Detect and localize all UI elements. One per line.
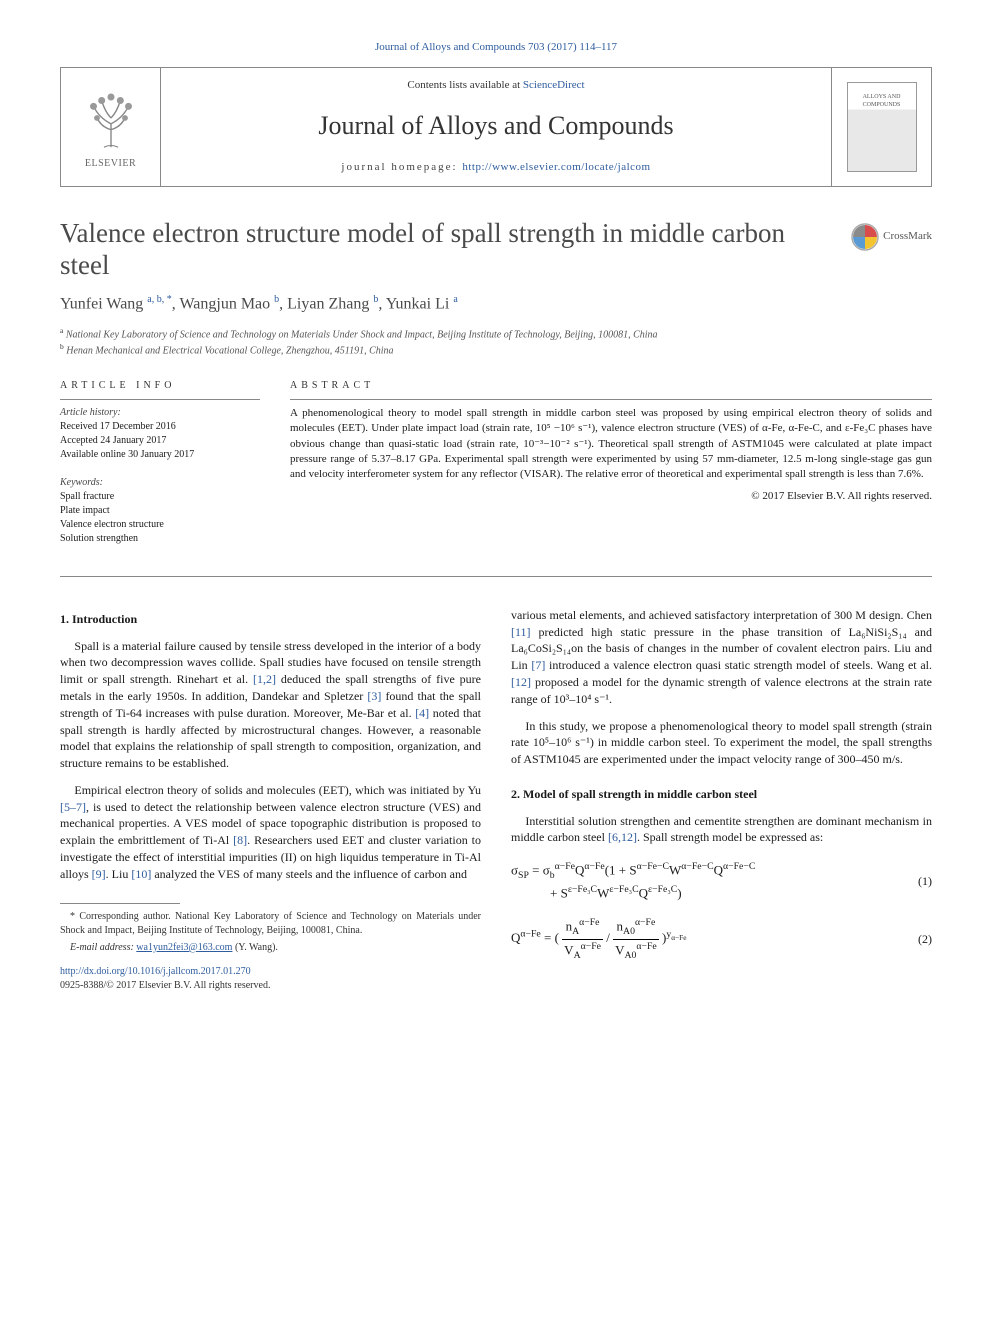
sciencedirect-link[interactable]: ScienceDirect (523, 79, 585, 91)
contents-line: Contents lists available at ScienceDirec… (181, 78, 811, 93)
equation-2-number: (2) (902, 931, 932, 948)
section-divider (60, 576, 932, 577)
abstract-body: A phenomenological theory to model spall… (290, 399, 932, 504)
abstract-heading: ABSTRACT (290, 379, 932, 393)
journal-cover-thumb: ALLOYS AND COMPOUNDS (847, 82, 917, 172)
affiliations: a National Key Laboratory of Science and… (60, 326, 932, 359)
equation-2: Qα−Fe = ( nAα−FeVAα−Fe / nA0α−FeVA0α−Fe … (511, 916, 932, 962)
abstract-copyright: © 2017 Elsevier B.V. All rights reserved… (290, 489, 932, 504)
homepage-line: journal homepage: http://www.elsevier.co… (181, 160, 811, 175)
journal-title: Journal of Alloys and Compounds (181, 108, 811, 144)
intro-p1: Spall is a material failure caused by te… (60, 638, 481, 772)
elsevier-tree-icon (76, 83, 146, 153)
doi-block: http://dx.doi.org/10.1016/j.jallcom.2017… (60, 965, 481, 993)
publisher-logo-box: ELSEVIER (61, 68, 161, 185)
intro-p2-cont: various metal elements, and achieved sat… (511, 607, 932, 708)
equation-1: σSP = σbα−FeQα−Fe(1 + Sα−Fe−CWα−Fe−CQα−F… (511, 860, 932, 902)
keyword: Plate impact (60, 504, 260, 518)
accepted-date: Accepted 24 January 2017 (60, 434, 260, 448)
equation-1-number: (1) (902, 873, 932, 890)
keyword: Valence electron structure (60, 518, 260, 532)
issn-line: 0925-8388/© 2017 Elsevier B.V. All right… (60, 980, 270, 991)
paper-title: Valence electron structure model of spal… (60, 217, 831, 282)
crossmark-badge[interactable]: CrossMark (851, 223, 932, 251)
email-suffix: (Y. Wang). (232, 942, 278, 953)
journal-cover-box: ALLOYS AND COMPOUNDS (831, 68, 931, 185)
corresponding-author-note: * Corresponding author. National Key Lab… (60, 910, 481, 938)
keywords-label: Keywords: (60, 476, 260, 490)
keywords-block: Keywords: Spall fracture Plate impact Va… (60, 476, 260, 546)
equation-1-body: σSP = σbα−FeQα−Fe(1 + Sα−Fe−CWα−Fe−CQα−F… (511, 860, 902, 902)
journal-reference: Journal of Alloys and Compounds 703 (201… (60, 40, 932, 55)
body-columns: 1. Introduction Spall is a material fail… (60, 607, 932, 993)
authors-line: Yunfei Wang a, b, *, Wangjun Mao b, Liya… (60, 293, 932, 316)
section-2-heading: 2. Model of spall strength in middle car… (511, 786, 932, 803)
author-email-link[interactable]: wa1yun2fei3@163.com (136, 942, 232, 953)
keyword: Solution strengthen (60, 532, 260, 546)
article-info-heading: ARTICLE INFO (60, 379, 260, 393)
article-info: ARTICLE INFO Article history: Received 1… (60, 379, 260, 546)
online-date: Available online 30 January 2017 (60, 448, 260, 462)
email-label: E-mail address: (70, 942, 136, 953)
section-2-p1: Interstitial solution strengthen and cem… (511, 813, 932, 847)
keyword: Spall fracture (60, 490, 260, 504)
email-line: E-mail address: wa1yun2fei3@163.com (Y. … (60, 941, 481, 955)
footnote-divider (60, 903, 180, 904)
received-date: Received 17 December 2016 (60, 420, 260, 434)
footnotes: * Corresponding author. National Key Lab… (60, 910, 481, 955)
crossmark-label: CrossMark (883, 229, 932, 244)
equation-2-body: Qα−Fe = ( nAα−FeVAα−Fe / nA0α−FeVA0α−Fe … (511, 916, 902, 962)
abstract-text: A phenomenological theory to model spall… (290, 407, 932, 481)
homepage-prefix: journal homepage: (341, 161, 462, 173)
affiliation-b: b Henan Mechanical and Electrical Vocati… (60, 342, 932, 358)
history-label: Article history: (60, 406, 260, 420)
elsevier-label: ELSEVIER (85, 157, 136, 171)
section-1-heading: 1. Introduction (60, 611, 481, 628)
journal-header: ELSEVIER Contents lists available at Sci… (60, 67, 932, 186)
crossmark-icon (851, 223, 879, 251)
doi-link[interactable]: http://dx.doi.org/10.1016/j.jallcom.2017… (60, 966, 251, 977)
affiliation-a: a National Key Laboratory of Science and… (60, 326, 932, 342)
article-history: Article history: Received 17 December 20… (60, 399, 260, 462)
abstract: ABSTRACT A phenomenological theory to mo… (290, 379, 932, 546)
intro-p3: In this study, we propose a phenomenolog… (511, 718, 932, 768)
intro-p2: Empirical electron theory of solids and … (60, 782, 481, 883)
contents-prefix: Contents lists available at (407, 79, 522, 91)
homepage-link[interactable]: http://www.elsevier.com/locate/jalcom (462, 161, 650, 173)
journal-header-center: Contents lists available at ScienceDirec… (161, 68, 831, 185)
